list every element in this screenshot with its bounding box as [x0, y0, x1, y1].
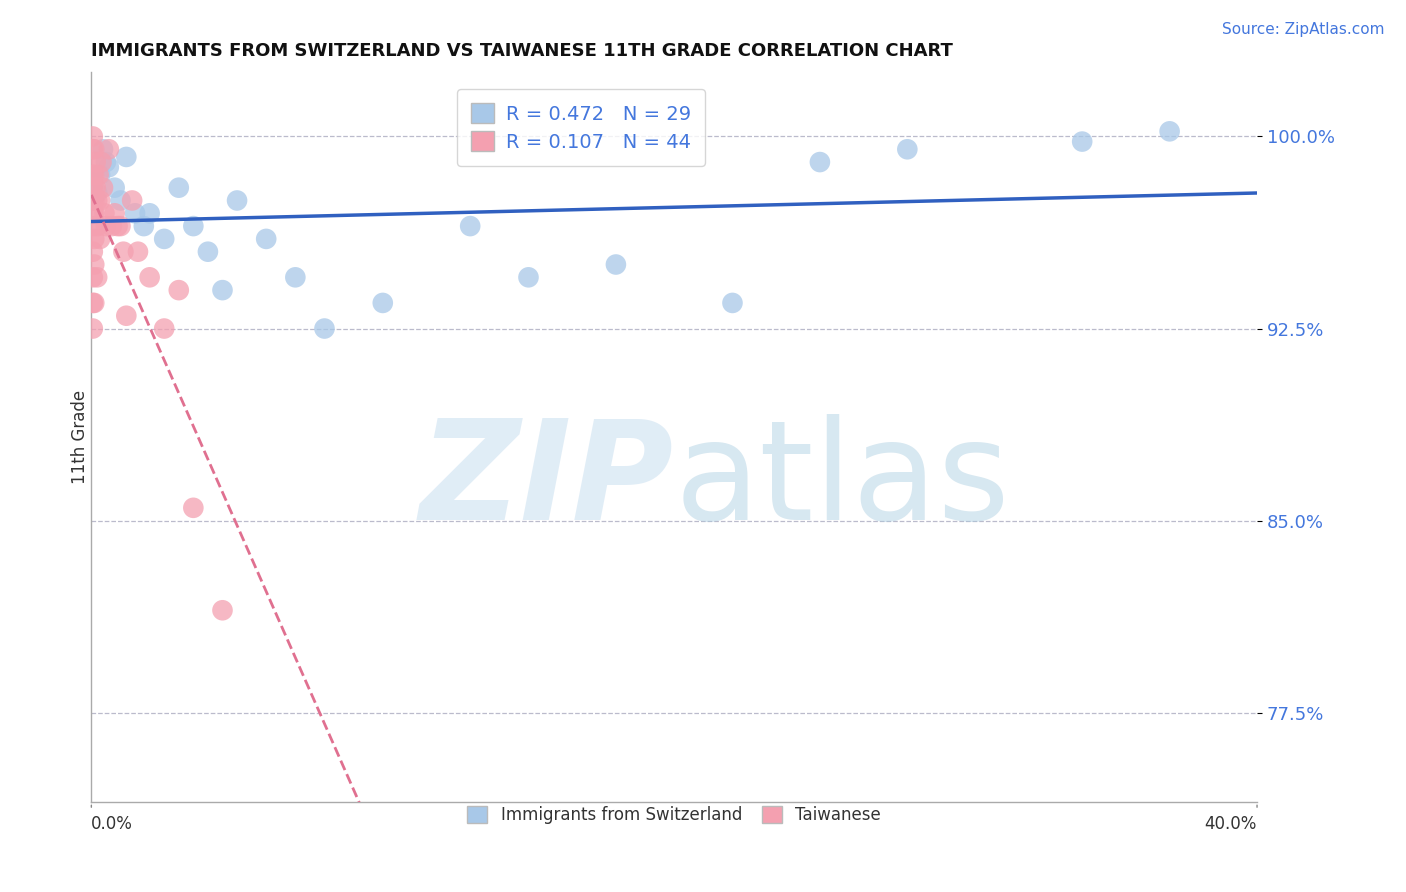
Point — [83, 194, 105, 208]
Point — [86, 186, 108, 200]
Point — [82, 194, 104, 208]
Point — [86, 194, 108, 208]
Point — [153, 321, 176, 335]
Point — [124, 206, 146, 220]
Point — [94, 155, 117, 169]
Point — [89, 232, 111, 246]
Point — [97, 142, 120, 156]
Point — [82, 168, 104, 182]
Point — [82, 206, 104, 220]
Point — [100, 219, 122, 233]
Point — [86, 270, 108, 285]
Point — [83, 258, 105, 272]
Point — [87, 168, 110, 182]
Point — [84, 155, 107, 169]
Point — [211, 283, 233, 297]
Point — [89, 194, 111, 208]
Point — [254, 232, 277, 246]
Point — [82, 180, 104, 194]
Point — [94, 219, 117, 233]
Point — [1071, 135, 1094, 149]
Point — [97, 160, 120, 174]
Point — [93, 206, 115, 220]
Point — [127, 244, 149, 259]
Text: Source: ZipAtlas.com: Source: ZipAtlas.com — [1222, 22, 1385, 37]
Point — [107, 219, 129, 233]
Point — [86, 219, 108, 233]
Point — [115, 150, 138, 164]
Point — [82, 129, 104, 144]
Text: 0.0%: 0.0% — [91, 815, 134, 833]
Point — [197, 244, 219, 259]
Y-axis label: 11th Grade: 11th Grade — [72, 391, 89, 484]
Point — [167, 283, 190, 297]
Point — [110, 219, 132, 233]
Point — [211, 603, 233, 617]
Point — [1159, 124, 1181, 138]
Point — [91, 180, 114, 194]
Point — [83, 206, 105, 220]
Point — [82, 321, 104, 335]
Point — [83, 168, 105, 182]
Point — [284, 270, 307, 285]
Point — [314, 321, 336, 335]
Text: atlas: atlas — [675, 414, 1010, 549]
Point — [371, 296, 394, 310]
Point — [91, 142, 114, 156]
Point — [90, 155, 112, 169]
Point — [153, 232, 176, 246]
Point — [110, 194, 132, 208]
Point — [82, 142, 104, 156]
Point — [517, 270, 540, 285]
Legend: Immigrants from Switzerland, Taiwanese: Immigrants from Switzerland, Taiwanese — [457, 796, 891, 834]
Point — [605, 258, 627, 272]
Point — [132, 219, 155, 233]
Point — [89, 168, 111, 182]
Point — [721, 296, 744, 310]
Point — [82, 244, 104, 259]
Point — [167, 180, 190, 194]
Text: IMMIGRANTS FROM SWITZERLAND VS TAIWANESE 11TH GRADE CORRELATION CHART: IMMIGRANTS FROM SWITZERLAND VS TAIWANESE… — [91, 42, 953, 60]
Point — [458, 219, 481, 233]
Point — [121, 194, 143, 208]
Point — [82, 219, 104, 233]
Point — [808, 155, 831, 169]
Point — [84, 180, 107, 194]
Point — [896, 142, 918, 156]
Point — [183, 219, 205, 233]
Point — [104, 180, 127, 194]
Text: 40.0%: 40.0% — [1205, 815, 1257, 833]
Point — [138, 206, 160, 220]
Point — [83, 142, 105, 156]
Point — [83, 296, 105, 310]
Point — [112, 244, 135, 259]
Point — [82, 296, 104, 310]
Point — [226, 194, 249, 208]
Point — [83, 232, 105, 246]
Point — [104, 206, 127, 220]
Point — [183, 500, 205, 515]
Point — [82, 270, 104, 285]
Point — [138, 270, 160, 285]
Point — [115, 309, 138, 323]
Text: ZIP: ZIP — [420, 414, 675, 549]
